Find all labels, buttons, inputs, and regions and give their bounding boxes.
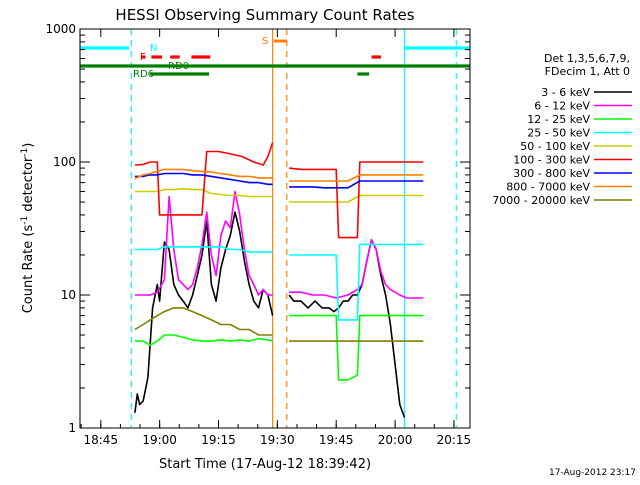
- series-line-5-1: [289, 161, 424, 239]
- y-tick-label-3: 1000: [45, 22, 76, 36]
- series-line-6-0: [134, 172, 273, 186]
- series-line-7-0: [134, 168, 273, 180]
- y-axis-label-end: ): [21, 143, 36, 148]
- legend-label-3: 25 - 50 keV: [527, 127, 590, 140]
- legend-label-5: 100 - 300 keV: [513, 154, 590, 167]
- legend-label-2: 12 - 25 keV: [527, 113, 590, 126]
- series-line-6-1: [289, 180, 424, 189]
- x-tick-label-4: 19:45: [319, 433, 354, 447]
- flag-label-s: S: [262, 36, 268, 47]
- x-tick-label-0: 18:45: [83, 433, 118, 447]
- series-line-1-0: [134, 190, 273, 296]
- series-line-0-1: [288, 239, 406, 418]
- x-tick-label-5: 20:00: [378, 433, 413, 447]
- flag-label-rd0: RD0: [168, 61, 189, 72]
- series-line-1-1: [289, 239, 424, 299]
- y-axis-label: Count Rate (s-1 detector-1): [20, 143, 36, 314]
- series-line-4-1: [289, 194, 424, 203]
- legend-header-1: FDecim 1, Att 0: [545, 65, 630, 78]
- x-tick-label-2: 19:15: [201, 433, 236, 447]
- x-tick-label-6: 20:15: [437, 433, 472, 447]
- series-line-7-1: [289, 174, 424, 182]
- y-axis-label-mid: detector: [21, 156, 36, 216]
- flag-label-rd6: RD6: [133, 69, 154, 80]
- series-line-0-0: [134, 211, 274, 413]
- flag-bars: NF S RD0 RD6: [80, 36, 470, 80]
- series-line-3-0: [134, 246, 273, 253]
- legend-label-4: 50 - 100 keV: [520, 140, 590, 153]
- y-axis-label-sup1: -1: [20, 216, 30, 225]
- x-tick-label-1: 19:00: [142, 433, 177, 447]
- legend-label-8: 7000 - 20000 keV: [492, 194, 590, 207]
- y-tick-label-0: 1: [68, 421, 76, 435]
- axes: 18:45 19:00 19:15 19:30 19:45 20:00 20:15 1 10 10…: [45, 22, 471, 447]
- legend-label-6: 300 - 800 keV: [513, 167, 590, 180]
- legend: Det 1,3,5,6,7,9,FDecim 1, Att 0 3 - 6 keV…: [492, 52, 632, 207]
- series-line-3-1: [289, 243, 424, 321]
- y-tick-label-2: 100: [53, 155, 76, 169]
- legend-label-7: 800 - 7000 keV: [506, 181, 590, 194]
- series-layer: [134, 142, 424, 418]
- y-axis-label-sup2: -1: [20, 148, 30, 157]
- footer-timestamp: 17-Aug-2012 23:17: [549, 468, 636, 478]
- flag-label-n: N: [150, 43, 157, 54]
- series-line-2-1: [289, 314, 424, 381]
- chart-title: HESSI Observing Summary Count Rates: [115, 6, 414, 24]
- legend-header-0: Det 1,3,5,6,7,9,: [544, 52, 630, 65]
- series-line-4-0: [134, 187, 273, 198]
- series-line-2-0: [134, 334, 273, 346]
- legend-label-0: 3 - 6 keV: [541, 86, 590, 99]
- legend-label-1: 6 - 12 keV: [534, 100, 590, 113]
- y-tick-label-1: 10: [61, 288, 76, 302]
- flag-label-f: F: [140, 52, 146, 63]
- series-line-5-0: [134, 142, 274, 216]
- series-line-8-0: [134, 307, 273, 336]
- plot-frame: [79, 28, 471, 429]
- x-tick-label-3: 19:30: [260, 433, 295, 447]
- x-axis-label: Start Time (17-Aug-12 18:39:42): [159, 457, 371, 472]
- y-axis-label-main: Count Rate (s: [21, 225, 36, 314]
